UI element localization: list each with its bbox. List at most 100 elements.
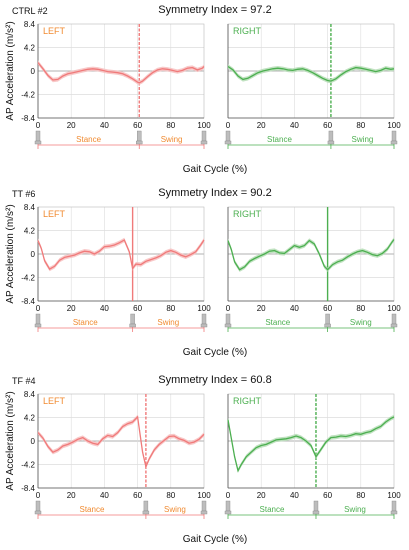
leg-icon-shank <box>391 313 397 325</box>
x-tick-label: 100 <box>387 121 401 130</box>
right-panel: 0 20 40 60 80 100 RIGHT Stance Swing <box>224 393 401 519</box>
series-line <box>227 65 395 82</box>
series-line <box>227 239 395 271</box>
series-band <box>38 414 204 469</box>
x-tick-label: 60 <box>323 304 332 313</box>
stance-label: Stance <box>79 505 104 514</box>
y-tick-label: -8.4 <box>21 114 35 123</box>
leg-icon <box>224 313 232 328</box>
series-band <box>228 64 394 84</box>
x-tick-label: 0 <box>226 304 231 313</box>
leg-icon-foot <box>224 140 232 145</box>
x-tick-label: 0 <box>36 491 41 500</box>
x-tick-label: 20 <box>257 121 266 130</box>
leg-icon-shank <box>225 500 231 512</box>
leg-icon-foot <box>312 510 320 515</box>
leg-icon <box>136 130 143 145</box>
swing-label: Swing <box>161 135 183 144</box>
x-tick-label: 100 <box>197 304 211 313</box>
panel-label: LEFT <box>43 396 66 406</box>
leg-icon-foot <box>324 323 331 328</box>
y-axis-label: AP Acceleration (m/s²) <box>5 21 16 120</box>
leg-icon-foot <box>390 140 398 145</box>
panel-label: RIGHT <box>233 26 262 36</box>
right-panel: 0 20 40 60 80 100 RIGHT Stance Swing <box>224 23 401 149</box>
leg-icon-shank <box>391 500 397 512</box>
chart-title: Symmetry Index = 90.2 <box>158 187 271 199</box>
x-tick-label: 40 <box>100 304 109 313</box>
leg-icon-foot <box>34 510 42 515</box>
leg-icon <box>200 313 208 328</box>
x-tick-label: 60 <box>133 491 142 500</box>
leg-icon-shank <box>35 130 41 142</box>
x-tick-label: 0 <box>226 121 231 130</box>
panel-label: LEFT <box>43 26 66 36</box>
x-tick-label: 100 <box>387 304 401 313</box>
right-panel: 0 20 40 60 80 100 RIGHT Stance Swing <box>224 206 401 332</box>
series-band <box>38 60 204 85</box>
leg-icon-foot <box>327 140 335 145</box>
y-tick-label: 8.4 <box>24 20 36 29</box>
x-tick-label: 80 <box>356 121 365 130</box>
leg-icon-shank <box>225 130 231 142</box>
x-tick-label: 60 <box>323 491 332 500</box>
chart-row-3: TF #4 Symmetry Index = 60.8 AP Acceleratio… <box>5 374 401 545</box>
leg-icon-foot <box>34 323 42 328</box>
stance-label: Stance <box>267 135 292 144</box>
x-tick-label: 60 <box>133 304 142 313</box>
x-tick-label: 40 <box>100 491 109 500</box>
x-tick-label: 20 <box>257 304 266 313</box>
series-line <box>37 415 205 469</box>
y-tick-label: 8.4 <box>24 390 36 399</box>
leg-icon-shank <box>130 313 135 325</box>
y-tick-label: 4.2 <box>24 227 36 236</box>
leg-icon-shank <box>143 500 149 512</box>
stance-label: Stance <box>260 505 285 514</box>
leg-icon-foot <box>390 323 398 328</box>
y-tick-label: -4.2 <box>21 461 35 470</box>
y-tick-label: 8.4 <box>24 203 36 212</box>
leg-icon-shank <box>201 500 207 512</box>
leg-icon-foot <box>390 510 398 515</box>
x-tick-label: 100 <box>387 491 401 500</box>
x-tick-label: 80 <box>166 304 175 313</box>
x-tick-label: 80 <box>356 491 365 500</box>
x-tick-label: 20 <box>67 491 76 500</box>
x-tick-label: 40 <box>290 491 299 500</box>
series-line <box>37 239 205 271</box>
y-tick-label: -8.4 <box>21 484 35 493</box>
leg-icon <box>390 130 398 145</box>
x-tick-label: 20 <box>67 304 76 313</box>
x-tick-label: 80 <box>166 121 175 130</box>
chart-title: Symmetry Index = 60.8 <box>158 374 271 386</box>
leg-icon-shank <box>391 130 397 142</box>
chart-row-2: TT #6 Symmetry Index = 90.2 AP Acceleratio… <box>5 187 401 358</box>
x-tick-label: 80 <box>356 304 365 313</box>
leg-icon <box>142 500 150 515</box>
y-axis-label: AP Acceleration (m/s²) <box>5 204 16 303</box>
stance-label: Stance <box>73 318 98 327</box>
x-tick-label: 100 <box>197 491 211 500</box>
x-tick-label: 20 <box>67 121 76 130</box>
leg-icon <box>129 313 136 328</box>
y-tick-label: -4.2 <box>21 274 35 283</box>
leg-icon-foot <box>136 140 143 145</box>
leg-icon <box>390 500 398 515</box>
swing-label: Swing <box>164 505 186 514</box>
x-tick-label: 20 <box>257 491 266 500</box>
y-tick-label: 0 <box>31 437 36 446</box>
leg-icon-shank <box>137 130 142 142</box>
leg-icon <box>324 313 331 328</box>
leg-icon-foot <box>142 510 150 515</box>
leg-icon <box>34 500 42 515</box>
leg-icon-shank <box>201 313 207 325</box>
leg-icon-foot <box>224 323 232 328</box>
subject-label: TF #4 <box>12 376 36 386</box>
leg-icon-foot <box>200 510 208 515</box>
swing-label: Swing <box>352 135 374 144</box>
y-tick-label: 4.2 <box>24 414 36 423</box>
leg-icon-shank <box>35 313 41 325</box>
